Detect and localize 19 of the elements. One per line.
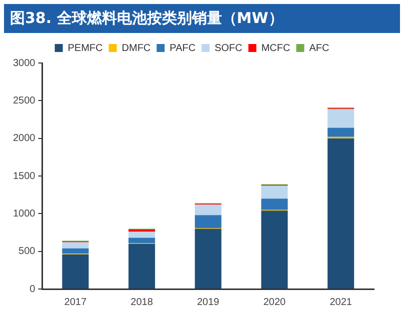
y-tick-label: 1000 <box>12 208 36 220</box>
y-tick-label: 1500 <box>12 170 36 182</box>
legend-label: PAFC <box>170 42 196 54</box>
legend-label: PEMFC <box>68 42 103 54</box>
y-tick-label: 0 <box>30 284 36 295</box>
y-tick-label: 2000 <box>12 133 36 144</box>
x-tick-label: 2019 <box>197 296 220 308</box>
y-tick-label: 2500 <box>12 95 36 106</box>
x-tick-label: 2017 <box>64 296 87 308</box>
legend-label: SOFC <box>214 42 242 54</box>
legend-label: MCFC <box>261 42 290 54</box>
y-tick-label: 500 <box>18 246 36 258</box>
x-tick-label: 2021 <box>330 296 352 308</box>
x-tick-label: 2018 <box>130 296 154 308</box>
legend-label: AFC <box>309 42 330 54</box>
x-tick-label: 2020 <box>263 296 286 308</box>
chart-title: 图38. 全球燃料电池按类别销量（MW） <box>4 4 400 33</box>
legend-label: DMFC <box>122 42 151 54</box>
y-tick-label: 3000 <box>12 58 36 69</box>
